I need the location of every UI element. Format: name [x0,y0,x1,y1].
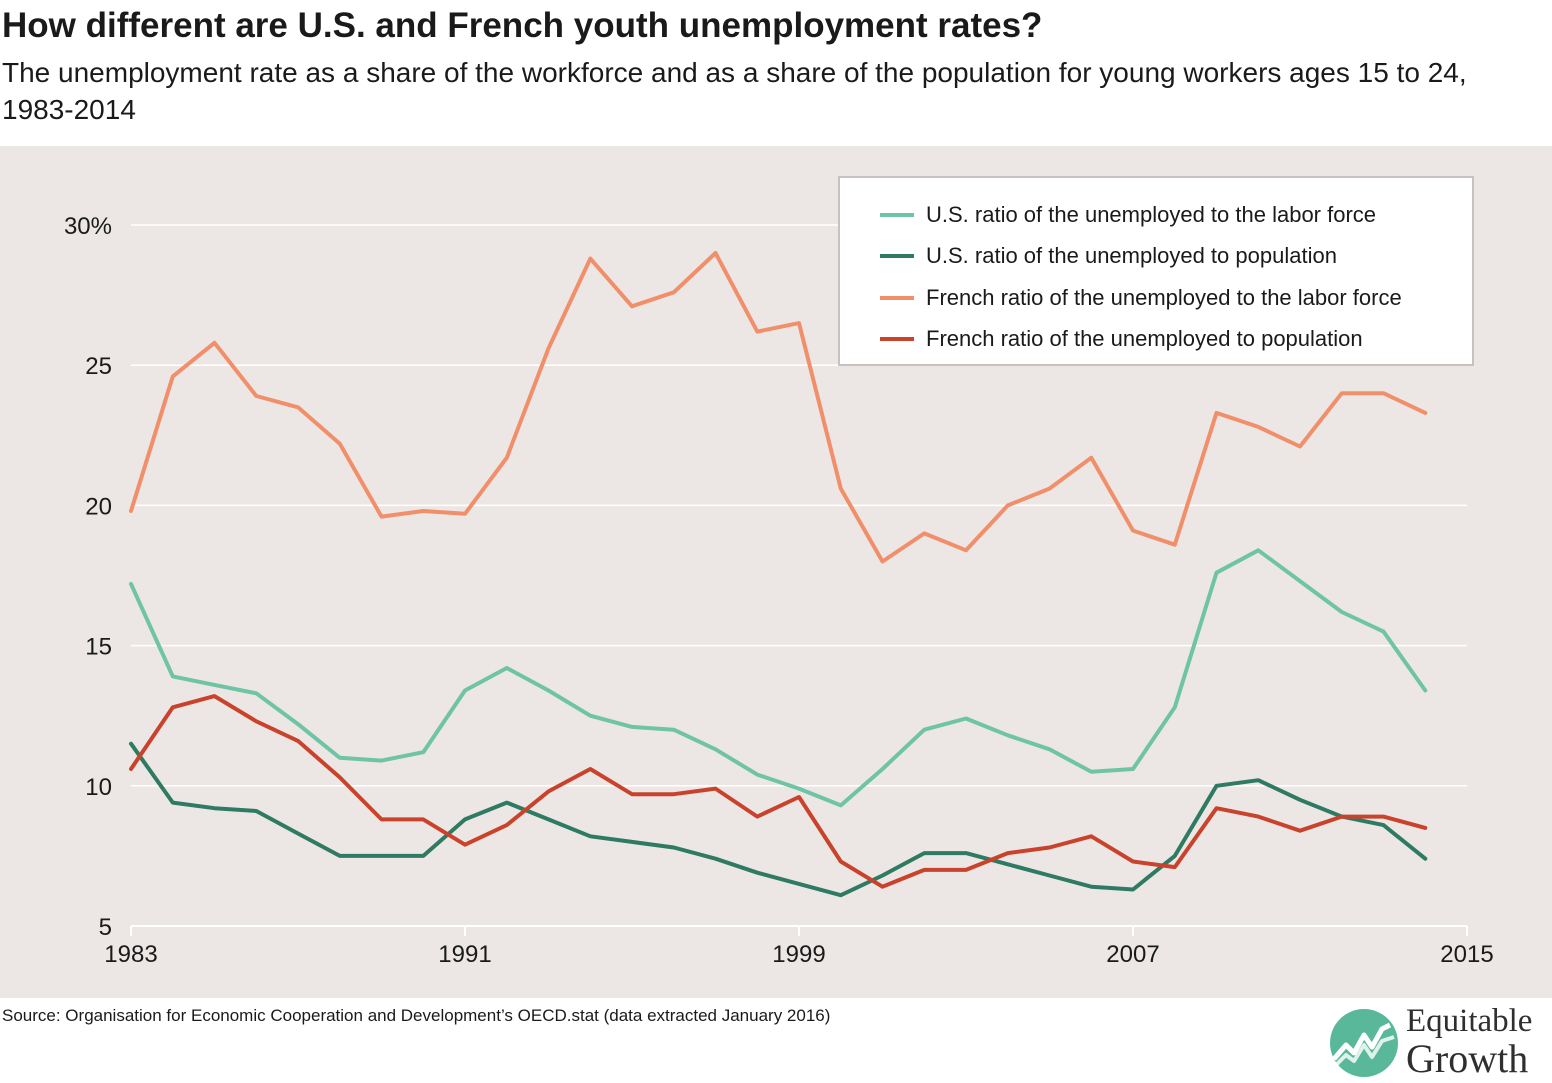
legend-item-us-population: U.S. ratio of the unemployed to populati… [840,236,1472,278]
legend-label: French ratio of the unemployed to the la… [926,284,1402,310]
y-tick-label: 5 [99,914,112,941]
x-axis: 1983 1991 1999 2007 2015 [104,925,1494,968]
series-line-3 [129,694,1428,889]
legend-swatch [880,337,914,342]
x-tick-label: 1991 [438,941,491,968]
y-tick-label: 25 [85,353,112,380]
series-line-2 [129,251,1428,564]
x-tick-label: 1999 [772,941,825,968]
logo-growth-icon [1330,1009,1398,1077]
legend-item-us-labor-force: U.S. ratio of the unemployed to the labo… [840,194,1472,236]
x-tick-label: 2015 [1440,941,1493,968]
line-chart: 5 10 15 20 25 30% 1983 1991 1999 2007 2015 [64,213,1494,968]
legend-swatch [880,212,914,217]
legend-swatch [880,295,914,300]
logo-text-line2: Growth [1406,1036,1529,1081]
series-lines [129,251,1428,898]
series-line-0 [129,548,1428,808]
chart-title: How different are U.S. and French youth … [2,6,1043,45]
series-line-1 [129,741,1428,898]
source-note: Source: Organisation for Economic Cooper… [2,1006,831,1025]
y-tick-label: 20 [85,493,112,520]
x-tick-label: 2007 [1106,941,1159,968]
legend: U.S. ratio of the unemployed to the labo… [838,176,1474,366]
legend-label: French ratio of the unemployed to popula… [926,326,1363,352]
legend-label: U.S. ratio of the unemployed to populati… [926,243,1337,269]
legend-label: U.S. ratio of the unemployed to the labo… [926,201,1377,227]
legend-item-french-labor-force: French ratio of the unemployed to the la… [840,277,1472,319]
y-tick-label: 10 [85,774,112,801]
legend-item-french-population: French ratio of the unemployed to popula… [840,319,1472,361]
chart-subtitle: The unemployment rate as a share of the … [2,57,1467,125]
legend-swatch [880,254,914,259]
equitable-growth-logo: Equitable Growth [1328,1001,1550,1081]
y-tick-label: 15 [85,634,112,661]
y-tick-label: 30% [64,213,112,240]
logo-text-line1: Equitable [1406,1003,1533,1039]
x-tick-label: 1983 [104,941,157,968]
